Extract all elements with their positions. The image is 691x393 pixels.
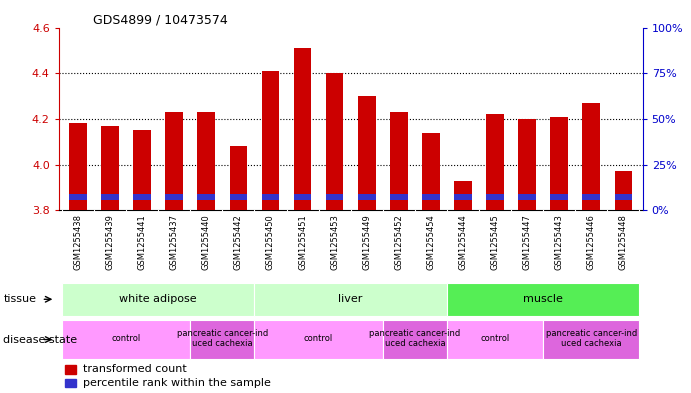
Bar — [390, 112, 408, 210]
Bar — [198, 195, 215, 200]
Bar — [543, 320, 639, 359]
Bar — [447, 320, 543, 359]
Bar — [294, 195, 312, 200]
Text: control: control — [304, 334, 333, 343]
Bar — [454, 195, 472, 200]
Bar — [422, 195, 439, 200]
Text: control: control — [111, 334, 141, 343]
Bar — [390, 195, 408, 200]
Bar — [64, 365, 76, 373]
Bar — [165, 195, 183, 200]
Text: GSM1255442: GSM1255442 — [234, 214, 243, 270]
Bar — [294, 48, 312, 210]
Bar — [229, 146, 247, 210]
Text: GSM1255440: GSM1255440 — [202, 214, 211, 270]
Text: GSM1255452: GSM1255452 — [395, 214, 404, 270]
Text: transformed count: transformed count — [83, 364, 187, 375]
Bar — [518, 195, 536, 200]
Bar — [518, 119, 536, 210]
Text: GSM1255450: GSM1255450 — [266, 214, 275, 270]
Bar — [102, 195, 119, 200]
Text: GSM1255441: GSM1255441 — [138, 214, 146, 270]
Bar — [102, 126, 119, 210]
Bar — [551, 195, 568, 200]
Text: GSM1255449: GSM1255449 — [362, 214, 371, 270]
Bar — [358, 195, 375, 200]
Text: tissue: tissue — [3, 294, 37, 304]
Bar — [254, 283, 447, 316]
Text: GSM1255438: GSM1255438 — [73, 214, 82, 270]
Text: GSM1255446: GSM1255446 — [587, 214, 596, 270]
Text: muscle: muscle — [523, 294, 563, 303]
Bar — [583, 103, 600, 210]
Bar — [254, 320, 383, 359]
Bar — [447, 283, 639, 316]
Bar — [133, 130, 151, 210]
Text: GSM1255445: GSM1255445 — [491, 214, 500, 270]
Text: white adipose: white adipose — [120, 294, 197, 303]
Text: control: control — [480, 334, 510, 343]
Bar — [583, 195, 600, 200]
Bar — [614, 171, 632, 210]
Text: disease state: disease state — [3, 334, 77, 345]
Text: GSM1255443: GSM1255443 — [555, 214, 564, 270]
Bar — [454, 180, 472, 210]
Text: pancreatic cancer-ind
uced cachexia: pancreatic cancer-ind uced cachexia — [546, 329, 637, 348]
Text: liver: liver — [339, 294, 363, 303]
Bar — [614, 195, 632, 200]
Text: pancreatic cancer-ind
uced cachexia: pancreatic cancer-ind uced cachexia — [177, 329, 268, 348]
Bar — [262, 195, 279, 200]
Text: GSM1255454: GSM1255454 — [426, 214, 435, 270]
Text: GSM1255447: GSM1255447 — [522, 214, 531, 270]
Bar — [69, 123, 87, 210]
Text: percentile rank within the sample: percentile rank within the sample — [83, 378, 271, 388]
Text: GSM1255437: GSM1255437 — [170, 214, 179, 270]
Bar — [486, 114, 504, 210]
Text: GSM1255439: GSM1255439 — [106, 214, 115, 270]
Text: GDS4899 / 10473574: GDS4899 / 10473574 — [93, 14, 228, 27]
Bar — [62, 283, 254, 316]
Bar — [383, 320, 447, 359]
Bar — [64, 379, 76, 387]
Bar — [422, 132, 439, 210]
Text: pancreatic cancer-ind
uced cachexia: pancreatic cancer-ind uced cachexia — [369, 329, 460, 348]
Bar — [551, 117, 568, 210]
Bar — [326, 73, 343, 210]
Bar — [198, 112, 215, 210]
Bar — [133, 195, 151, 200]
Bar — [262, 71, 279, 210]
Text: GSM1255444: GSM1255444 — [458, 214, 468, 270]
Text: GSM1255451: GSM1255451 — [298, 214, 307, 270]
Bar — [190, 320, 254, 359]
Text: GSM1255448: GSM1255448 — [619, 214, 628, 270]
Bar — [62, 320, 190, 359]
Bar — [229, 195, 247, 200]
Text: GSM1255453: GSM1255453 — [330, 214, 339, 270]
Bar — [69, 195, 87, 200]
Bar — [326, 195, 343, 200]
Bar — [358, 96, 375, 210]
Bar — [165, 112, 183, 210]
Bar — [486, 195, 504, 200]
